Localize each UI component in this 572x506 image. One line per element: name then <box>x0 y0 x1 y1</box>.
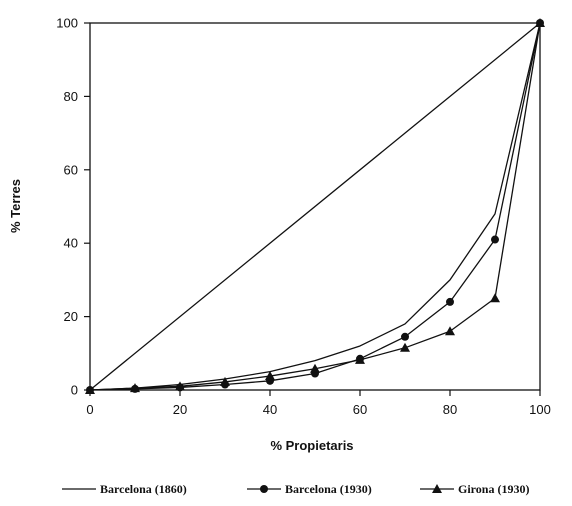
data-point <box>446 297 454 306</box>
data-point <box>490 293 500 303</box>
series-line <box>89 22 541 391</box>
data-point <box>265 371 275 381</box>
y-tick-label: 40 <box>64 236 78 251</box>
series-4 <box>89 22 541 391</box>
plot-area <box>89 22 541 391</box>
data-point <box>491 235 499 244</box>
x-tick-label: 100 <box>529 402 551 417</box>
y-tick-label: 60 <box>64 162 78 177</box>
y-tick-label: 20 <box>64 309 78 324</box>
y-tick-label: 80 <box>64 89 78 104</box>
legend-item: Barcelona (1860) <box>62 482 187 496</box>
legend-marker <box>432 484 442 493</box>
data-point <box>445 326 455 336</box>
series-line <box>89 22 541 391</box>
legend-item: Barcelona (1930) <box>247 482 372 496</box>
x-tick-label: 60 <box>353 402 367 417</box>
data-point <box>130 383 140 393</box>
y-tick-label: 0 <box>71 383 78 398</box>
x-tick-label: 0 <box>86 402 93 417</box>
x-axis-title: % Propietaris <box>270 438 353 453</box>
legend-label: Barcelona (1860) <box>100 482 187 496</box>
series-1 <box>89 22 541 391</box>
data-point <box>310 363 320 373</box>
data-point <box>175 381 185 391</box>
x-ticks: 0 20 40 60 80 100 <box>86 390 551 417</box>
y-axis-title: % Terres <box>8 179 23 233</box>
x-tick-label: 80 <box>443 402 457 417</box>
legend-marker <box>260 485 268 493</box>
y-ticks: 0 20 40 60 80 100 <box>56 16 90 398</box>
legend: Barcelona (1860) Barcelona (1930) Girona (… <box>62 482 529 496</box>
series-layer <box>85 18 545 394</box>
legend-item: Girona (1930) <box>420 482 529 496</box>
data-point <box>220 376 230 386</box>
data-point <box>400 342 410 352</box>
data-point <box>355 354 365 364</box>
legend-label: Barcelona (1930) <box>285 482 372 496</box>
x-tick-label: 40 <box>263 402 277 417</box>
legend-label: Girona (1930) <box>458 482 529 496</box>
y-tick-label: 100 <box>56 16 78 31</box>
x-tick-label: 20 <box>173 402 187 417</box>
data-point <box>401 332 409 341</box>
